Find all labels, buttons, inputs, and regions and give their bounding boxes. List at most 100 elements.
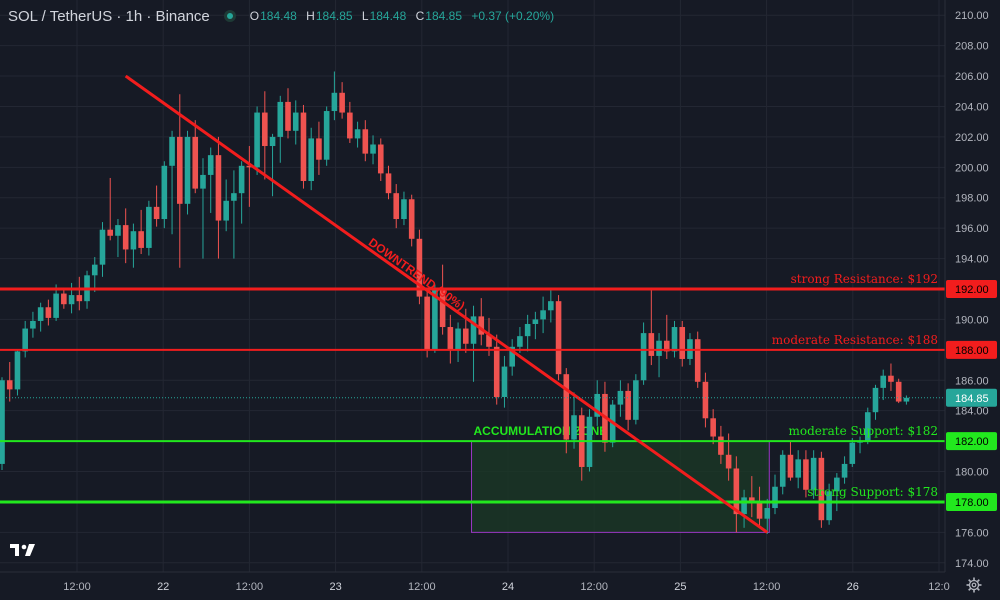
chart-header: SOL / TetherUS · 1h · Binance O184.48 H1… [8, 6, 560, 26]
candle-body [888, 375, 894, 382]
candle [408, 194, 415, 247]
time-tick-label: 26 [847, 581, 859, 593]
candle-body [424, 296, 430, 350]
candle-body [710, 418, 716, 437]
candle-body [316, 138, 322, 160]
candle-body [895, 381, 902, 402]
candle-body [408, 199, 415, 239]
candle-body [377, 144, 384, 174]
candle-body [393, 193, 400, 220]
candle-body [254, 112, 260, 168]
candle-body [532, 319, 539, 324]
candle-body [841, 463, 848, 478]
candle [269, 133, 276, 197]
candle [625, 383, 631, 431]
price-level-label: strong Resistance: $192 [791, 272, 938, 286]
level-price-tag: 192.00 [946, 280, 997, 298]
candle [872, 384, 879, 420]
level-price-tag-text: 192.00 [955, 284, 989, 296]
price-levels[interactable]: strong Resistance: $192 moderate Resistan… [0, 272, 945, 504]
price-tick-label: 200.00 [955, 162, 989, 174]
ohlc-legend: O184.48 H184.85 L184.48 C184.85 +0.37 (+… [250, 9, 560, 23]
candle [316, 121, 322, 175]
candle [238, 161, 245, 224]
candle-body [153, 206, 160, 220]
level-price-tag-bg [946, 432, 997, 451]
price-tick-label: 198.00 [955, 193, 989, 205]
open-value: 184.48 [260, 9, 297, 23]
change-value: +0.37 (+0.20%) [471, 9, 555, 23]
time-tick-label: 12:00 [63, 581, 91, 593]
candle-body [223, 200, 229, 221]
candle [524, 314, 531, 352]
candle [231, 170, 237, 259]
close-label: C [415, 9, 425, 23]
candle [733, 456, 740, 533]
price-level-label: strong Support: $178 [807, 485, 938, 499]
candle-body [176, 136, 183, 204]
downtrend-line-path[interactable] [124, 74, 769, 534]
candle [517, 327, 523, 353]
candle [76, 276, 83, 311]
candle-body [354, 129, 361, 139]
candle-body [563, 374, 570, 440]
candle [849, 438, 856, 467]
open-label: O [249, 9, 260, 23]
low-value: 184.48 [369, 9, 407, 23]
candle-body [694, 339, 701, 382]
price-tick-label: 202.00 [955, 132, 989, 144]
candle-body [625, 390, 631, 420]
candle-body [633, 380, 639, 420]
candle-body [138, 231, 144, 248]
gear-icon[interactable] [966, 577, 982, 593]
tradingview-logo-icon[interactable] [10, 540, 38, 560]
candle-body [0, 380, 5, 464]
candle [478, 298, 485, 346]
candle-body [262, 112, 268, 147]
candle-body [555, 301, 562, 375]
candle [138, 209, 144, 255]
candle [262, 91, 268, 180]
candle [424, 292, 430, 358]
candle-body [122, 225, 129, 250]
candle-body [323, 111, 330, 160]
market-status-icon [223, 10, 236, 22]
candle [532, 311, 539, 340]
candle-body [470, 316, 477, 344]
candle [308, 127, 314, 191]
candle-body [463, 328, 469, 344]
candle [880, 369, 887, 401]
candle [153, 185, 160, 227]
candle-body [493, 346, 500, 397]
candle [393, 184, 400, 229]
time-axis[interactable]: 12:00 22 12:00 23 12:00 24 12:00 25 12:00 26 12:0 [0, 571, 950, 600]
candle [215, 136, 222, 259]
candle [795, 450, 801, 489]
candle-body [826, 491, 832, 521]
candle-body [285, 101, 291, 131]
candle [370, 135, 376, 165]
candle [323, 106, 330, 166]
time-tick-label: 22 [157, 581, 169, 593]
candle-body [331, 92, 338, 112]
candle [385, 165, 392, 200]
candle-body [834, 477, 840, 492]
candle [45, 299, 52, 326]
candle [594, 380, 601, 426]
candle [176, 94, 183, 268]
candle [377, 138, 384, 182]
candle-body [22, 328, 28, 352]
candle [555, 295, 562, 381]
candle [169, 130, 175, 235]
candle-body [671, 327, 678, 352]
candle-body [779, 454, 786, 487]
candle [826, 483, 832, 525]
candle-body [14, 351, 21, 390]
time-tick-label: 12:00 [408, 581, 436, 593]
candle-body [76, 295, 83, 302]
last-price-tag-bg [946, 388, 997, 407]
candle-body [702, 381, 709, 419]
symbol-title[interactable]: SOL / TetherUS · 1h · Binance [8, 7, 210, 25]
price-level-label: moderate Resistance: $188 [772, 333, 938, 347]
